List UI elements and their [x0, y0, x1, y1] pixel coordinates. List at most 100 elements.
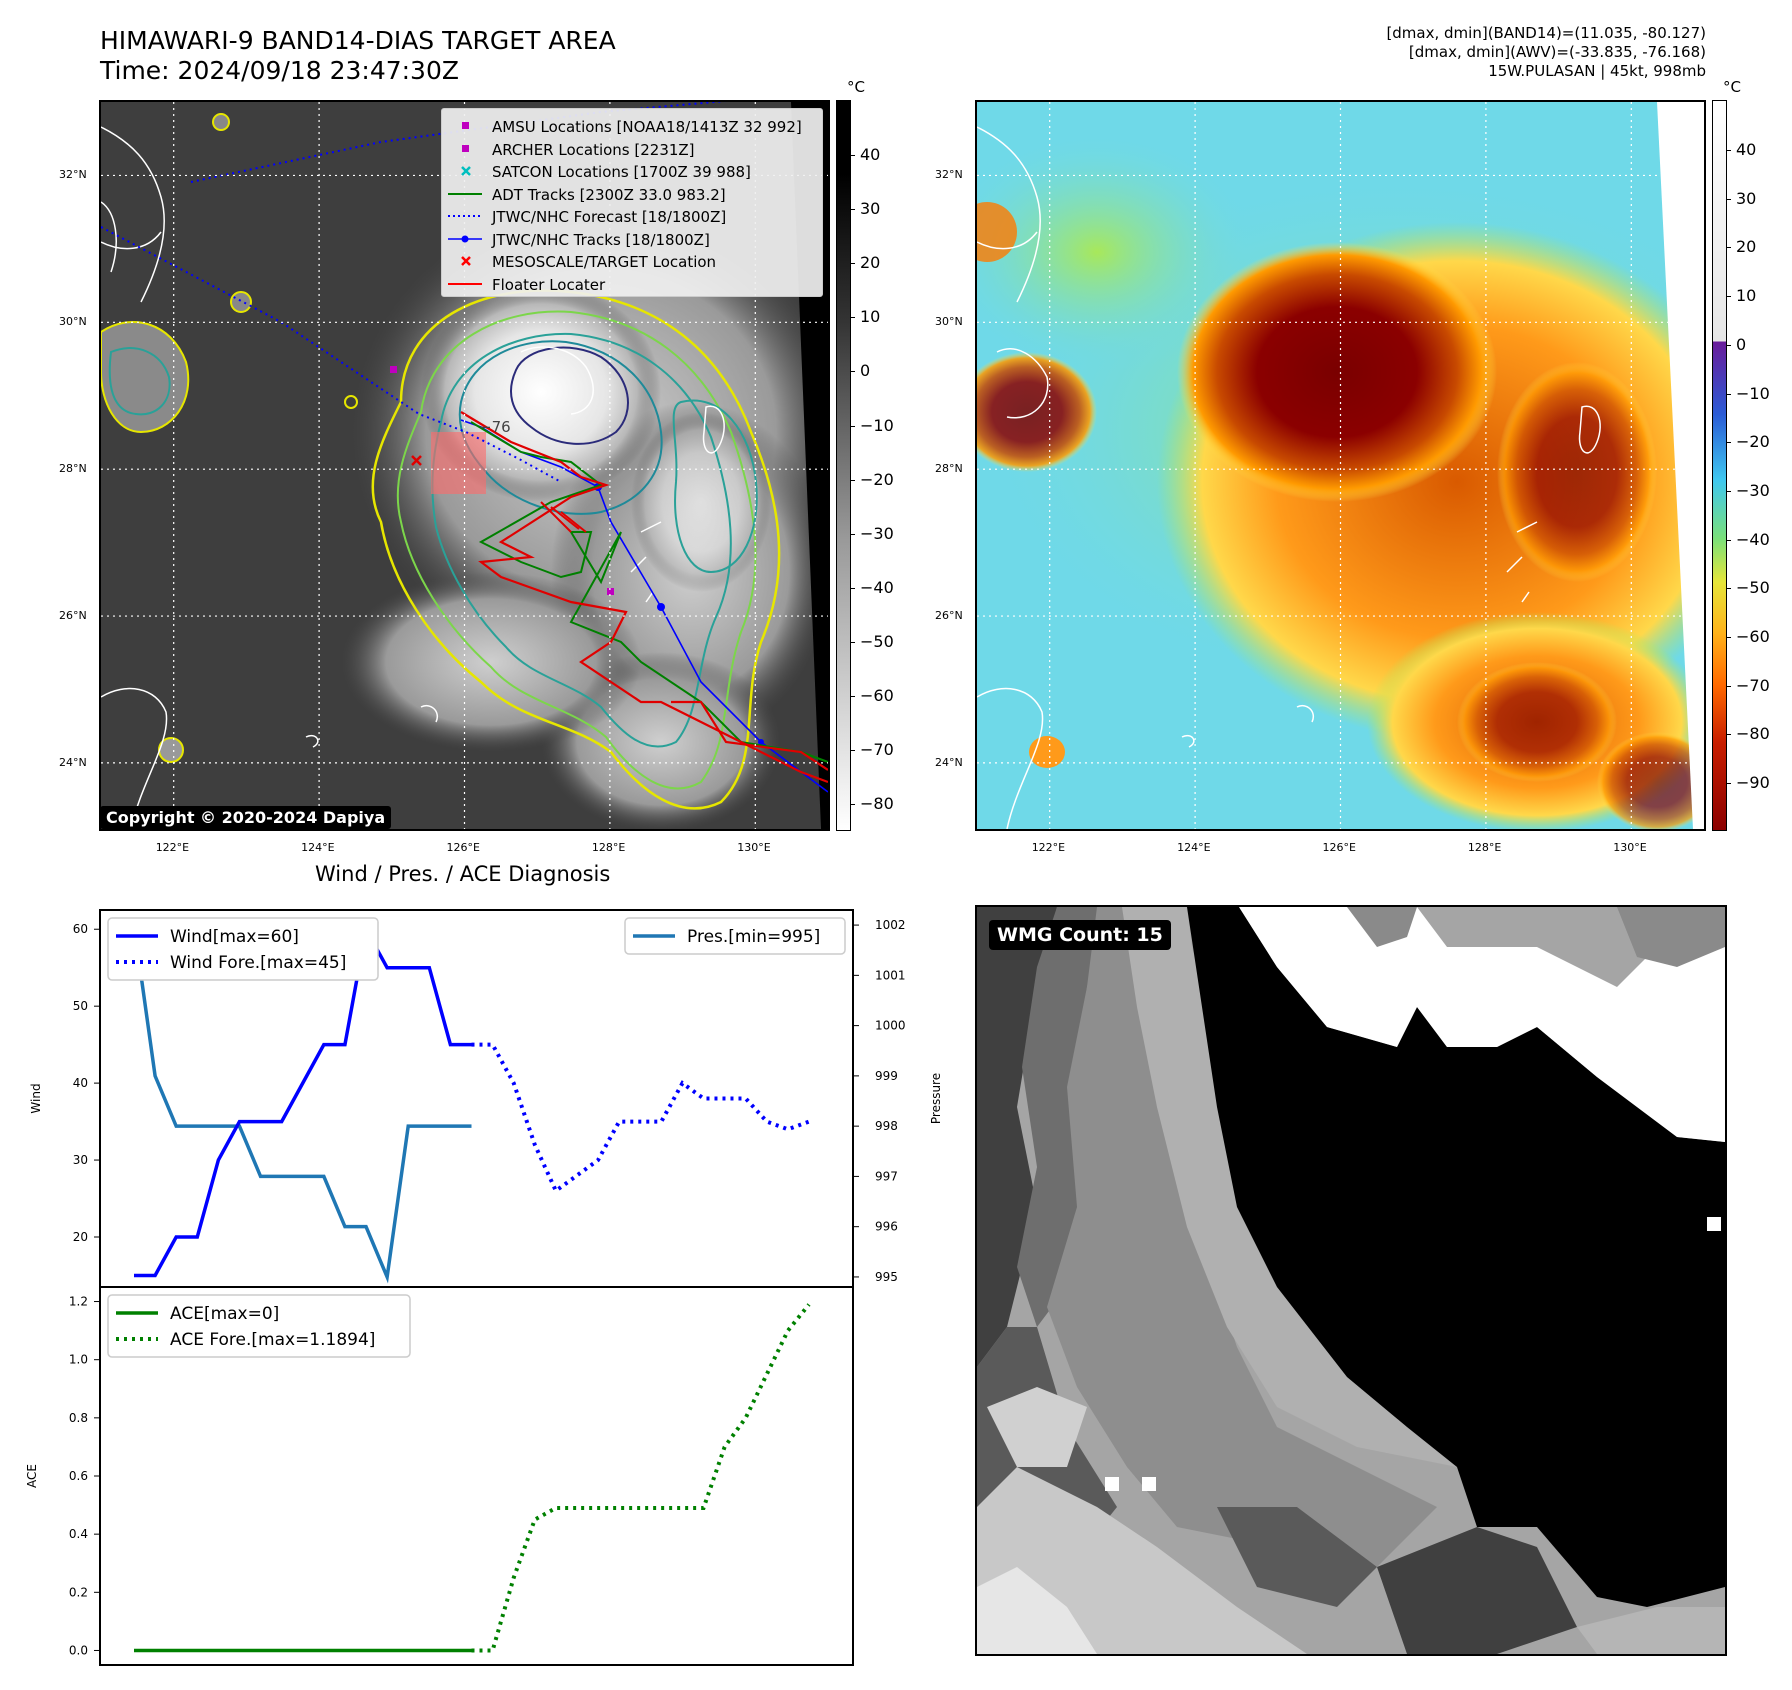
pressure-tick-label: 998: [875, 1119, 898, 1133]
colorbar-tick: [1726, 296, 1731, 298]
lon-label: 130°E: [737, 841, 771, 854]
legend-entry: MESOSCALE/TARGET Location: [442, 252, 822, 272]
legend-marker: [461, 166, 471, 176]
gray-colorbar: [836, 100, 851, 831]
enhanced-map-image: [977, 102, 1704, 829]
colorbar-tick: [850, 750, 855, 752]
contour-label: −76: [479, 418, 511, 436]
colorbar-tick: [850, 696, 855, 697]
colorbar-tick-label: −30: [1736, 480, 1770, 500]
legend-entry: JTWC/NHC Tracks [18/1800Z]: [442, 230, 822, 250]
colorbar-tick: [1726, 198, 1731, 200]
legend-entry: SATCON Locations [1700Z 39 988]: [442, 162, 822, 182]
colorbar-tick-label: −10: [860, 415, 894, 435]
gray-colorbar-unit: °C: [847, 78, 865, 96]
lon-label: 124°E: [1177, 841, 1211, 854]
legend-label: ARCHER Locations [2231Z]: [492, 140, 695, 159]
lat-label: 32°N: [935, 168, 963, 182]
copyright-badge: Copyright © 2020-2024 Dapiya: [100, 806, 392, 829]
colorbar-tick-label: 20: [860, 253, 881, 273]
colorbar-tick-label: −20: [1736, 432, 1770, 452]
colorbar-tick: [1726, 150, 1731, 151]
color-colorbar-unit: °C: [1723, 78, 1741, 96]
wind-series-line: [134, 924, 472, 1278]
legend-label: MESOSCALE/TARGET Location: [492, 253, 717, 271]
legend-label: JTWC/NHC Tracks [18/1800Z]: [492, 230, 710, 249]
lon-label: 128°E: [591, 841, 626, 854]
map-title-line2: Time: 2024/09/18 23:47:30Z: [100, 56, 459, 85]
wmg-count-badge: WMG Count: 15: [989, 920, 1171, 950]
colorbar-tick-label: 10: [1736, 286, 1757, 306]
colorbar-tick: [1726, 539, 1731, 541]
wind-tick-label: 60: [73, 922, 88, 936]
lat-label: 26°N: [59, 609, 87, 623]
colorbar-tick-label: −50: [860, 631, 894, 651]
diagnosis-title: Wind / Pres. / ACE Diagnosis: [315, 862, 611, 886]
colorbar-tick: [850, 804, 855, 806]
ace-forecast-series-line: [471, 1303, 811, 1653]
chart-legend-label: Wind[max=60]: [170, 927, 299, 947]
legend-label: JTWC/NHC Forecast [18/1800Z]: [492, 208, 727, 226]
colorbar-tick: [1726, 247, 1731, 249]
colorbar-tick-label: 0: [1736, 334, 1747, 354]
colorbar-tick-label: −90: [1736, 773, 1770, 793]
ace-tick-label: 0.4: [69, 1527, 88, 1541]
ace-tick-label: 0.6: [69, 1469, 88, 1483]
colorbar-tick-label: −30: [860, 523, 894, 543]
ace-tick-label: 0.8: [69, 1411, 88, 1425]
lat-label: 24°N: [935, 755, 963, 769]
ace-tick-label: 0.2: [69, 1585, 88, 1599]
legend-entry: JTWC/NHC Forecast [18/1800Z]: [442, 207, 822, 227]
colorbar-tick-label: −10: [1736, 383, 1770, 403]
legend-marker: [461, 256, 471, 266]
colorbar-tick: [850, 533, 855, 535]
colorbar-tick-label: −20: [860, 469, 894, 489]
lat-label: 32°N: [59, 168, 87, 182]
colorbar-tick-label: −40: [860, 577, 894, 597]
lat-label: 26°N: [935, 609, 963, 623]
ace-tick-label: 1.2: [69, 1295, 88, 1309]
colorbar-tick: [1726, 734, 1731, 736]
legend-marker: [462, 144, 469, 152]
legend-marker: [448, 215, 482, 217]
pressure-tick-label: 997: [875, 1169, 898, 1183]
lat-label: 28°N: [935, 462, 963, 476]
colorbar-tick-label: −70: [1736, 675, 1770, 695]
chart-legend-label: ACE[max=0]: [170, 1304, 279, 1324]
colorbar-tick: [850, 425, 855, 427]
lon-label: 126°E: [446, 841, 480, 854]
colorbar-tick: [1726, 783, 1731, 785]
info-line1: [dmax, dmin](BAND14)=(11.035, -80.127): [1386, 24, 1706, 42]
diagnosis-chart: 20 30 40 50 60 995 996 997 998 999 1000 1001 1002 0.0…: [25, 909, 943, 1666]
colorbar-tick-label: −60: [1736, 627, 1770, 646]
legend-marker: [448, 235, 482, 242]
legend-label: ADT Tracks [2300Z 33.0 983.2]: [492, 185, 726, 204]
legend-entry: Floater Locater: [442, 275, 822, 295]
lon-label: 122°E: [1031, 841, 1066, 854]
colorbar-tick: [850, 371, 855, 373]
ace-tick-label: 1.0: [69, 1353, 88, 1367]
pressure-tick-label: 999: [875, 1069, 898, 1083]
wmg-panel: [975, 905, 1727, 1656]
colorbar-tick-label: −70: [860, 740, 894, 760]
lat-label: 30°N: [59, 315, 87, 329]
pressure-tick-label: 996: [875, 1220, 898, 1234]
legend-label: AMSU Locations [NOAA18/1413Z 32 992]: [492, 118, 802, 136]
legend-marker: [448, 192, 482, 195]
colorbar-tick-label: −60: [860, 686, 894, 705]
colorbar-tick: [850, 155, 855, 156]
ir-map-panel: −76 AMSU Locations [NOAA18/1413Z 32 992]…: [99, 100, 830, 831]
pressure-tick-label: 995: [875, 1270, 898, 1284]
lat-label: 28°N: [59, 462, 87, 476]
colorbar-tick: [850, 209, 855, 211]
chart-legend: [107, 1294, 411, 1358]
pressure-tick-label: 1000: [875, 1019, 906, 1033]
chart-legend-label: Wind Fore.[max=45]: [170, 953, 346, 973]
info-line3: 15W.PULASAN | 45kt, 998mb: [1488, 62, 1706, 80]
lon-label: 122°E: [155, 841, 190, 854]
ace-tick-label: 0.0: [69, 1643, 88, 1657]
colorbar-tick: [1726, 490, 1731, 492]
colorbar-tick: [850, 479, 855, 481]
colorbar-tick-label: 20: [1736, 237, 1757, 257]
colorbar-tick: [850, 587, 855, 589]
